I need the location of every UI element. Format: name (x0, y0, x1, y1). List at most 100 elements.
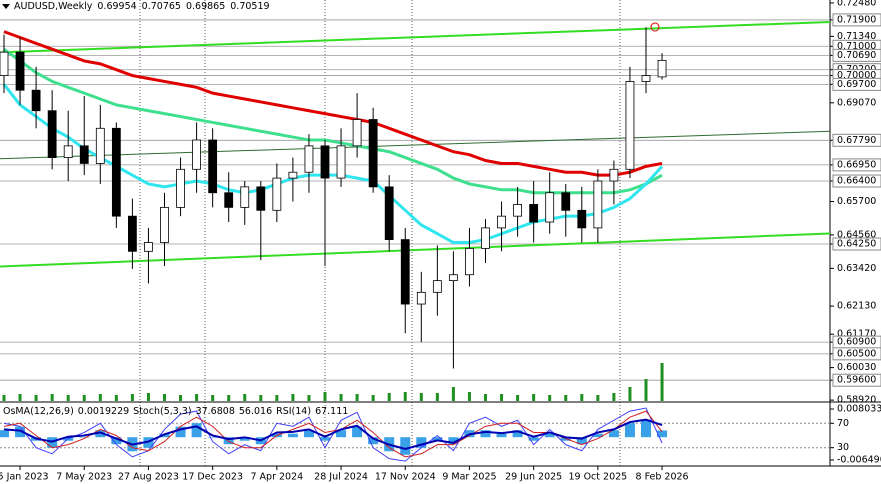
rsi-value: 67.111 (315, 406, 348, 417)
trendline (0, 130, 831, 160)
volume-bar (484, 394, 487, 401)
x-tick-label: 28 Jul 2024 (314, 472, 368, 483)
candle-body (0, 51, 9, 76)
y-tick-label: 0.71340 (837, 31, 876, 42)
chart-header: AUDUSD,Weekly 0.69954 0.70765 0.69865 0.7051… (14, 1, 270, 12)
symbol-menu-icon[interactable] (2, 4, 10, 9)
candle-body (400, 239, 410, 305)
x-tick-label: 7 Apr 2024 (250, 472, 303, 483)
x-tick-label: 29 Jun 2025 (505, 472, 562, 483)
volume-bar (435, 393, 439, 401)
y-tick-label: 0.72480 (837, 0, 876, 8)
x-tick-label: 7 May 2023 (56, 472, 112, 483)
volume-bar (291, 394, 295, 401)
close-value: 0.70519 (230, 1, 269, 12)
candle-body (641, 75, 651, 82)
trendline (0, 232, 831, 268)
candle-body (497, 215, 506, 229)
volume-bar (371, 395, 375, 401)
level-label-box (832, 373, 881, 387)
volume-bar (18, 394, 22, 401)
high-value: 0.70765 (142, 1, 181, 12)
y2-tick-label: 70 (837, 418, 849, 429)
x-tick-label: 8 Feb 2026 (636, 472, 689, 483)
candle-body (288, 171, 298, 179)
y-tick-label: 0.67790 (837, 135, 876, 146)
level-label-box (832, 13, 881, 27)
candle-body (593, 180, 603, 229)
candle-body (192, 139, 202, 170)
osma-bar (239, 437, 250, 441)
candle-body (176, 168, 185, 208)
level-label-box (832, 174, 881, 188)
osma-value: 0.0019229 (78, 406, 129, 417)
candle-body (545, 192, 555, 223)
candle-body (448, 274, 458, 282)
volume-bar (259, 395, 263, 401)
volume-bar (564, 395, 568, 401)
volume-bar (660, 363, 664, 401)
candle-body (609, 168, 619, 182)
y-tick-label: 0.64250 (837, 238, 876, 249)
osma-bar (496, 433, 507, 438)
y-tick-label: 0.64560 (837, 229, 876, 240)
osma-bar (79, 437, 90, 438)
x-tick-label: 9 Mar 2025 (442, 472, 496, 483)
volume-bar (2, 395, 6, 401)
x-tick-label: 27 Aug 2023 (118, 472, 179, 483)
volume-bar (500, 394, 504, 401)
candle-body (240, 186, 250, 208)
volume-bar (628, 387, 632, 401)
y-tick-label: 0.59600 (837, 375, 876, 386)
y-tick-label: 0.70690 (837, 50, 876, 61)
osma-bar (303, 430, 314, 438)
osma-bar (320, 437, 330, 441)
volume-bar (243, 394, 247, 401)
candle-body (127, 215, 137, 252)
stoch-main-value: 37.6808 (196, 406, 235, 417)
osma-bar (95, 430, 106, 438)
level-label-box (832, 48, 881, 62)
osma-bar (528, 437, 539, 441)
candle-body (144, 242, 153, 252)
y-tick-label: 0.65700 (837, 196, 876, 207)
level-label-box (832, 133, 881, 147)
alert-marker (650, 22, 660, 32)
candle-body (95, 127, 105, 164)
volume-bar (211, 395, 215, 401)
volume-bar (307, 395, 311, 401)
volume-bar (580, 394, 584, 401)
level-label-box (832, 237, 881, 251)
candle-body (47, 110, 57, 158)
candle-body (79, 145, 89, 164)
level-label-box (832, 347, 881, 361)
volume-bar (82, 395, 86, 401)
osma-bar (287, 433, 298, 438)
volume-bar (275, 395, 279, 401)
osma-bar (400, 437, 411, 455)
moving-average (3, 30, 663, 177)
candle-body (384, 186, 394, 241)
osma-bar (175, 426, 186, 438)
osma-name: OsMA(12,26,9) (3, 406, 74, 417)
osma-bar (159, 433, 170, 438)
candle-body (432, 280, 442, 293)
volume-bar (419, 393, 423, 401)
candle-body (31, 89, 41, 112)
volume-bar (355, 394, 359, 401)
candle-body (272, 177, 282, 211)
stoch-signal-value: 56.016 (239, 406, 272, 417)
y-tick-label: 0.0080333 (837, 404, 881, 415)
volume-bar (50, 394, 54, 401)
candle-body (416, 291, 426, 305)
x-tick-label: 15 Jan 2023 (0, 472, 49, 483)
candle-body (481, 227, 490, 249)
volume-bar (516, 395, 520, 401)
volume-bar (612, 393, 616, 401)
candle-body (625, 81, 635, 170)
open-value: 0.69954 (97, 1, 136, 12)
y-tick-label: 0.70000 (837, 70, 876, 81)
trendline (0, 20, 831, 54)
